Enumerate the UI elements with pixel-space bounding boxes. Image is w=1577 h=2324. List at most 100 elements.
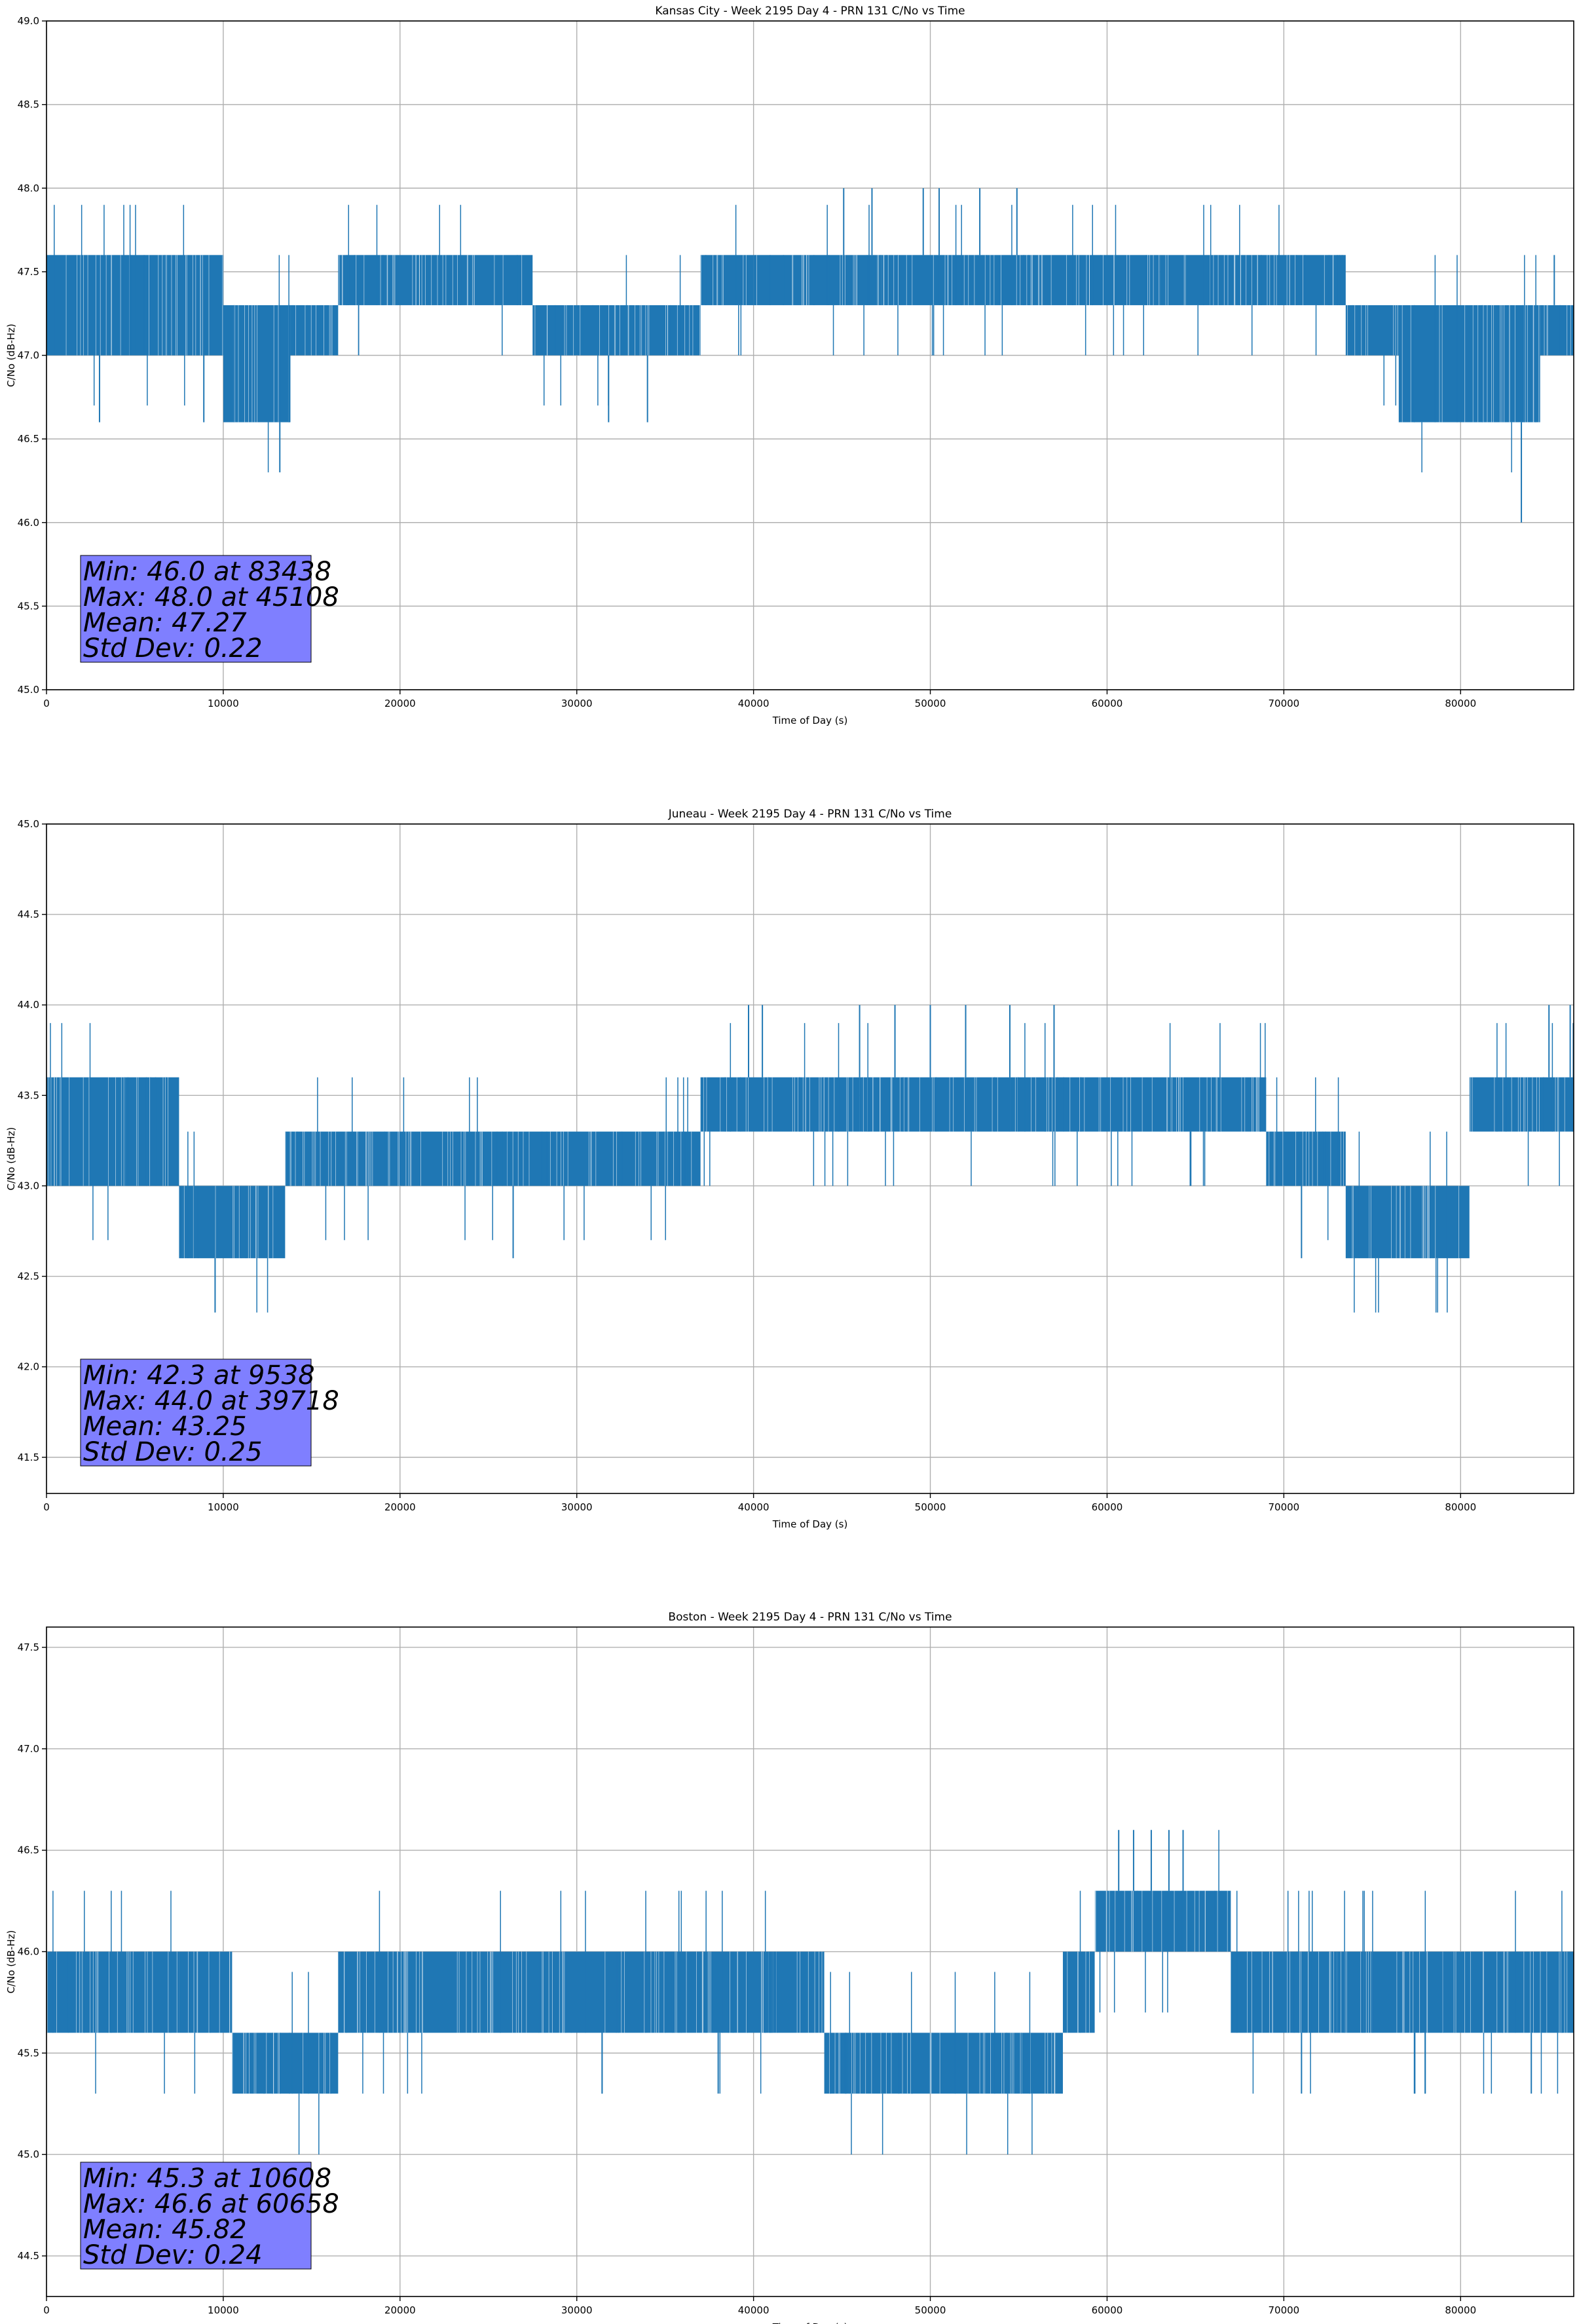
x-tick-label: 60000 bbox=[1092, 1501, 1123, 1513]
y-tick-label: 47.0 bbox=[18, 1743, 39, 1755]
x-tick-label: 10000 bbox=[208, 1501, 239, 1513]
x-tick-label: 50000 bbox=[915, 698, 946, 709]
x-tick-label: 50000 bbox=[915, 1501, 946, 1513]
series-trace bbox=[46, 188, 1574, 523]
x-tick-label: 40000 bbox=[738, 698, 770, 709]
stats-line: Std Dev: 0.22 bbox=[83, 633, 263, 664]
y-tick-label: 45.0 bbox=[18, 818, 39, 830]
x-tick-label: 40000 bbox=[738, 2304, 770, 2316]
x-tick-label: 60000 bbox=[1092, 2304, 1123, 2316]
signal-band bbox=[46, 1077, 179, 1186]
y-tick-label: 45.5 bbox=[18, 600, 39, 612]
series-trace bbox=[46, 1005, 1574, 1313]
chart-panel-2: Juneau - Week 2195 Day 4 - PRN 131 C/No … bbox=[5, 808, 1574, 1530]
signal-band bbox=[1231, 1951, 1337, 2033]
y-tick-label: 46.5 bbox=[18, 433, 39, 445]
x-tick-label: 70000 bbox=[1268, 1501, 1299, 1513]
signal-band bbox=[290, 305, 339, 356]
signal-band bbox=[46, 255, 223, 356]
x-axis-label: Time of Day (s) bbox=[772, 715, 848, 726]
x-axis-label: Time of Day (s) bbox=[772, 1518, 848, 1530]
signal-band bbox=[1540, 305, 1574, 356]
stats-box bbox=[80, 1359, 312, 1467]
chart-title: Kansas City - Week 2195 Day 4 - PRN 131 … bbox=[655, 5, 965, 18]
y-axis-label: C/No (dB-Hz) bbox=[5, 1127, 17, 1191]
stats-line: Std Dev: 0.25 bbox=[83, 1437, 263, 1467]
x-tick-label: 0 bbox=[43, 698, 50, 709]
stats-line: Mean: 45.82 bbox=[83, 2215, 247, 2245]
stats-line: Std Dev: 0.24 bbox=[83, 2240, 263, 2270]
y-tick-label: 46.5 bbox=[18, 1845, 39, 1856]
x-axis-label: Time of Day (s) bbox=[772, 2321, 848, 2324]
signal-band bbox=[859, 1077, 1037, 1132]
signal-band bbox=[338, 1951, 825, 2033]
x-tick-label: 20000 bbox=[384, 2304, 416, 2316]
signal-band bbox=[232, 2033, 339, 2094]
signal-band bbox=[1345, 305, 1399, 356]
x-tick-label: 20000 bbox=[384, 698, 416, 709]
signal-band bbox=[223, 305, 291, 422]
stats-line: Max: 46.6 at 60658 bbox=[83, 2189, 339, 2219]
x-tick-label: 50000 bbox=[915, 2304, 946, 2316]
y-tick-label: 47.5 bbox=[18, 1641, 39, 1653]
signal-band bbox=[700, 1077, 860, 1132]
signal-band bbox=[179, 1951, 232, 2033]
x-tick-label: 80000 bbox=[1445, 2304, 1476, 2316]
stats-box bbox=[80, 555, 312, 663]
signal-band bbox=[179, 1186, 286, 1258]
signal-band bbox=[1062, 1951, 1095, 2033]
chart-panel-3: Boston - Week 2195 Day 4 - PRN 131 C/No … bbox=[5, 1611, 1574, 2324]
y-tick-label: 48.0 bbox=[18, 182, 39, 194]
stats-line: Mean: 47.27 bbox=[83, 608, 247, 638]
y-tick-label: 45.0 bbox=[18, 684, 39, 696]
stats-line: Max: 44.0 at 39718 bbox=[83, 1386, 339, 1416]
y-tick-label: 45.5 bbox=[18, 2047, 39, 2059]
x-tick-label: 80000 bbox=[1445, 1501, 1476, 1513]
series-trace bbox=[46, 1829, 1574, 2155]
signal-band bbox=[285, 1131, 701, 1186]
x-tick-label: 0 bbox=[43, 2304, 50, 2316]
signal-band bbox=[46, 1951, 179, 2033]
x-tick-label: 10000 bbox=[208, 698, 239, 709]
signal-band bbox=[532, 305, 701, 356]
y-tick-label: 48.5 bbox=[18, 99, 39, 111]
y-tick-label: 49.0 bbox=[18, 15, 39, 27]
stats-line: Max: 48.0 at 45108 bbox=[83, 582, 339, 612]
x-tick-label: 0 bbox=[43, 1501, 50, 1513]
signal-band bbox=[1094, 1890, 1204, 1952]
signal-band bbox=[824, 2033, 1063, 2094]
axes-frame bbox=[46, 823, 1574, 1494]
x-tick-label: 30000 bbox=[561, 698, 593, 709]
y-tick-label: 44.0 bbox=[18, 999, 39, 1011]
x-tick-label: 80000 bbox=[1445, 698, 1476, 709]
axes-frame bbox=[46, 1626, 1574, 2297]
y-tick-label: 46.0 bbox=[18, 517, 39, 529]
signal-band bbox=[1036, 1077, 1267, 1132]
y-tick-label: 43.5 bbox=[18, 1089, 39, 1101]
x-tick-label: 30000 bbox=[561, 1501, 593, 1513]
chart-title: Boston - Week 2195 Day 4 - PRN 131 C/No … bbox=[668, 1611, 952, 1624]
stats-line: Min: 42.3 at 9538 bbox=[83, 1360, 315, 1391]
y-tick-label: 47.5 bbox=[18, 266, 39, 278]
chart-panel-1: Kansas City - Week 2195 Day 4 - PRN 131 … bbox=[5, 5, 1574, 726]
y-tick-label: 44.5 bbox=[18, 909, 39, 920]
y-tick-label: 42.0 bbox=[18, 1361, 39, 1373]
y-tick-label: 46.0 bbox=[18, 1946, 39, 1958]
y-tick-label: 44.5 bbox=[18, 2250, 39, 2262]
y-axis-label: C/No (dB-Hz) bbox=[5, 1930, 17, 1994]
x-tick-label: 60000 bbox=[1092, 698, 1123, 709]
signal-band bbox=[1345, 1186, 1470, 1258]
y-tick-label: 45.0 bbox=[18, 2148, 39, 2160]
stats-line: Min: 46.0 at 83438 bbox=[83, 557, 331, 587]
signal-band bbox=[338, 255, 533, 305]
x-tick-label: 70000 bbox=[1268, 698, 1299, 709]
x-tick-label: 40000 bbox=[738, 1501, 770, 1513]
y-tick-label: 42.5 bbox=[18, 1271, 39, 1283]
x-tick-label: 20000 bbox=[384, 1501, 416, 1513]
signal-band bbox=[700, 255, 754, 305]
signal-band bbox=[1398, 305, 1540, 422]
signal-band bbox=[753, 255, 1160, 305]
stats-line: Min: 45.3 at 10608 bbox=[83, 2164, 331, 2194]
y-tick-label: 43.0 bbox=[18, 1180, 39, 1191]
